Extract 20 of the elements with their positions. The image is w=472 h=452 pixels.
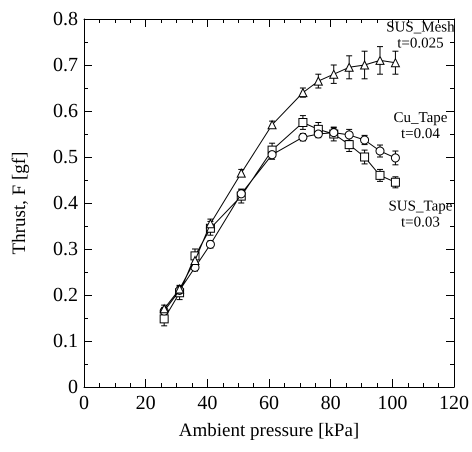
y-tick-label: 0.5: [53, 146, 78, 168]
y-tick-label: 0.4: [53, 192, 78, 214]
x-tick-label: 100: [377, 392, 408, 414]
y-tick-label: 0.3: [53, 238, 78, 260]
y-tick-label: 0.7: [53, 54, 78, 76]
y-tick-label: 0: [68, 376, 78, 398]
legend-label: SUS_Tape t=0.03: [388, 198, 453, 230]
x-tick-label: 40: [197, 392, 218, 414]
legend-label: SUS_Mesh t=0.025: [386, 20, 456, 52]
x-tick-label: 120: [439, 392, 469, 414]
y-tick-label: 0.6: [53, 100, 78, 122]
legend-label: Cu_Tape t=0.04: [393, 110, 448, 142]
y-axis-title: Thrust, F [gf]: [9, 152, 30, 254]
x-tick-label: 80: [320, 392, 341, 414]
y-tick-label: 0.8: [53, 8, 78, 30]
x-tick-label: 20: [136, 392, 156, 414]
y-tick-label: 0.1: [53, 330, 78, 352]
y-tick-label: 0.2: [53, 284, 78, 306]
x-axis-title: Ambient pressure [kPa]: [178, 420, 360, 441]
x-tick-label: 60: [259, 392, 279, 414]
